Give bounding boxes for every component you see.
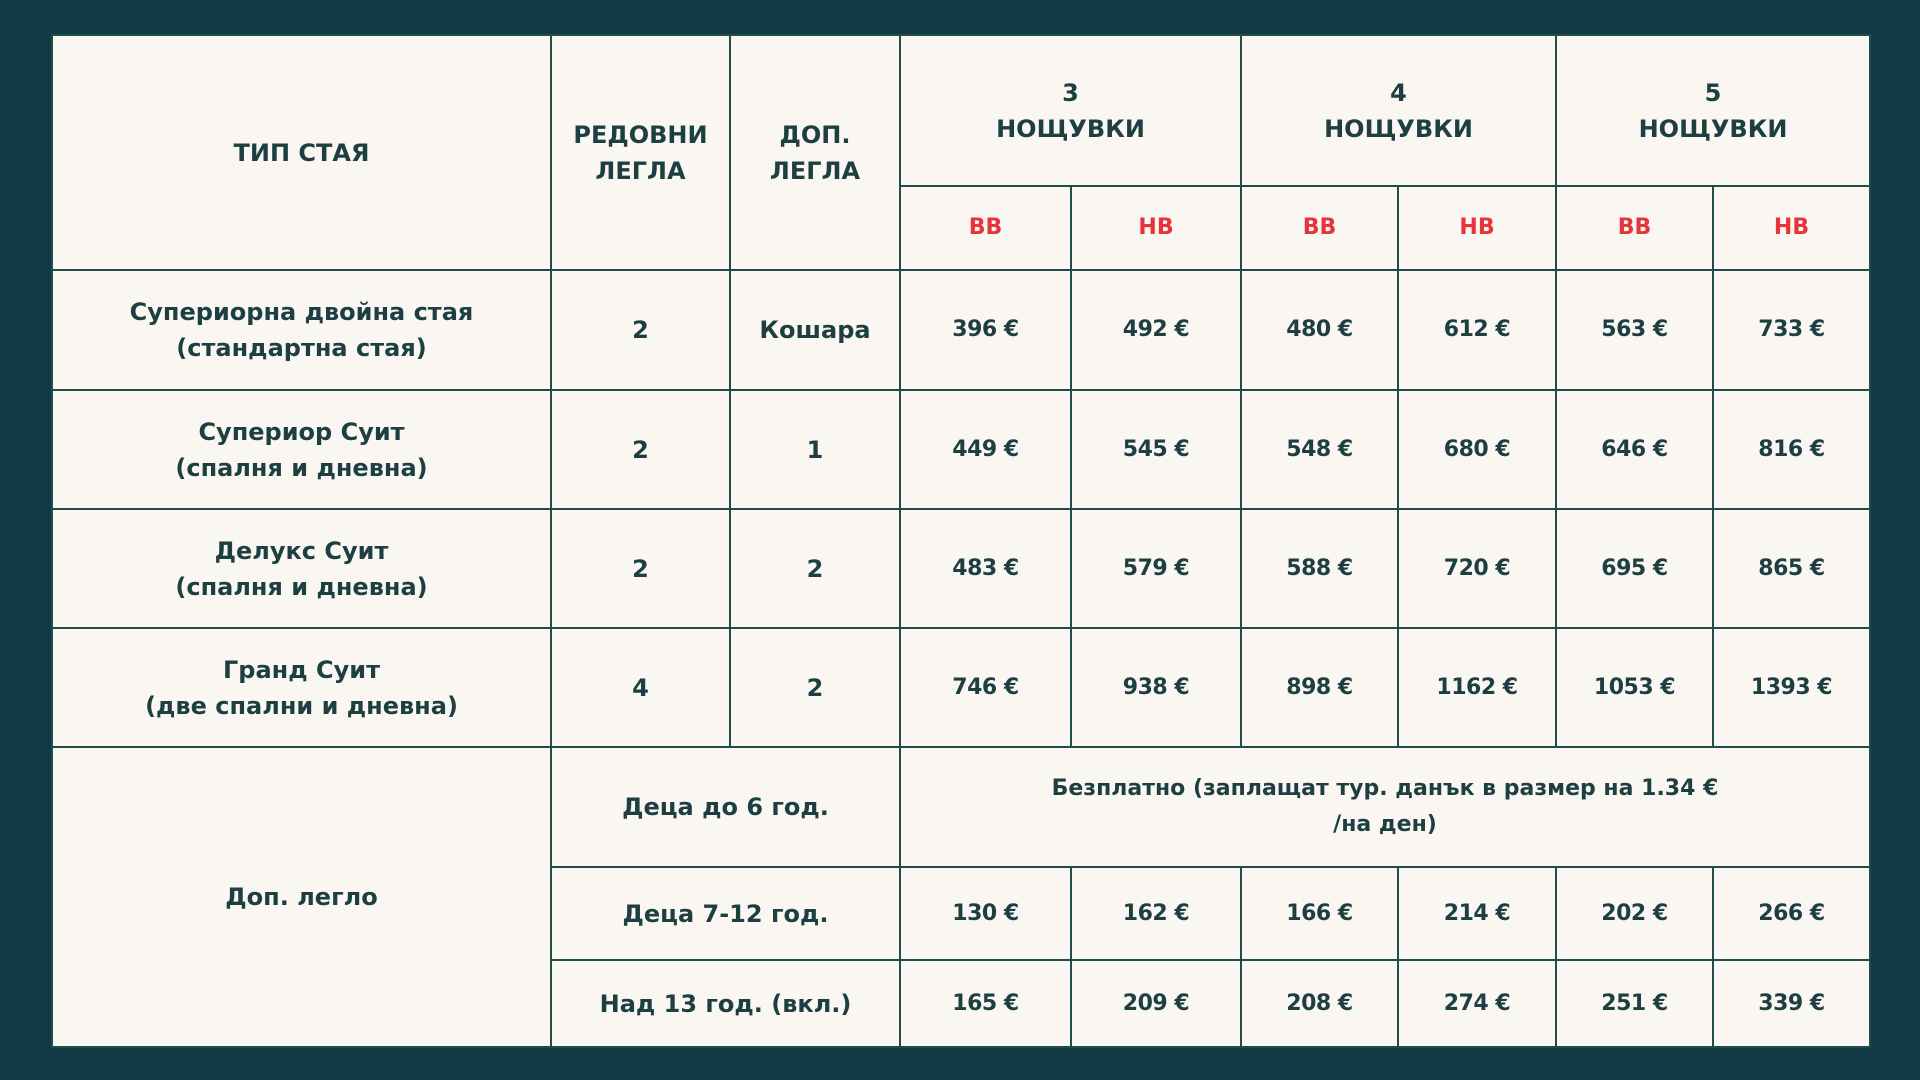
price: 865 € (1712, 508, 1871, 629)
price: 695 € (1555, 508, 1714, 629)
price: 130 € (899, 866, 1072, 961)
price: 251 € (1555, 959, 1714, 1048)
header-extra-beds-line: ДОП. (779, 120, 851, 149)
price: 746 € (899, 627, 1072, 748)
regular-beds: 2 (550, 508, 731, 629)
age-group: Деца 7-12 год. (550, 866, 901, 961)
table-row: Доп. легло Деца до 6 год. Безплатно (запла… (51, 746, 1871, 1048)
price: 1053 € (1555, 627, 1714, 748)
price: 1162 € (1397, 627, 1557, 748)
extra-beds: 2 (729, 508, 901, 629)
extra-beds: Кошара (729, 269, 901, 391)
header-nights: 4 НОЩУВКИ (1240, 34, 1557, 187)
extra-bed-label: Доп. легло (51, 746, 552, 1048)
price: 208 € (1240, 959, 1399, 1048)
price: 720 € (1397, 508, 1557, 629)
table-row: Гранд Суит (две спални и дневна) 4 2 746 €93… (51, 627, 1871, 748)
header-nights-line: НОЩУВКИ (996, 114, 1145, 143)
header-nights-line: 4 (1390, 78, 1407, 107)
header-regular-beds-line: ЛЕГЛА (595, 156, 686, 185)
header-nights-line: НОЩУВКИ (1324, 114, 1473, 143)
header-nights-line: 3 (1062, 78, 1079, 107)
room-name: Делукс Суит (спалня и дневна) (51, 508, 552, 629)
price: 816 € (1712, 389, 1871, 510)
room-name: Гранд Суит (две спални и дневна) (51, 627, 552, 748)
price: 579 € (1070, 508, 1242, 629)
price: 209 € (1070, 959, 1242, 1048)
price: 266 € (1712, 866, 1871, 961)
price: 545 € (1070, 389, 1242, 510)
room-name-line: (стандартна стая) (176, 334, 427, 362)
rate-header: НВ (1397, 185, 1557, 271)
regular-beds: 2 (550, 389, 731, 510)
regular-beds: 4 (550, 627, 731, 748)
room-name: Супериор Суит (спалня и дневна) (51, 389, 552, 510)
price: 480 € (1240, 269, 1399, 391)
header-regular-beds: РЕДОВНИ ЛЕГЛА (550, 34, 731, 271)
rate-header: НВ (1712, 185, 1871, 271)
price: 483 € (899, 508, 1072, 629)
rate-header: ВВ (1555, 185, 1714, 271)
price: 492 € (1070, 269, 1242, 391)
table-row: Супериорна двойна стая (стандартна стая) 2… (51, 269, 1871, 391)
rate-header: НВ (1070, 185, 1242, 271)
age-group: Деца до 6 год. (550, 746, 901, 868)
room-name-line: (две спални и дневна) (145, 691, 458, 720)
header-extra-beds-line: ЛЕГЛА (769, 156, 861, 185)
table-row: Делукс Суит (спалня и дневна) 2 2 483 €579 €… (51, 508, 1871, 629)
room-name-line: (спалня и дневна) (175, 453, 428, 482)
room-name-line: (спалня и дневна) (175, 572, 428, 601)
header-regular-beds-line: РЕДОВНИ (573, 120, 708, 149)
extra-beds: 1 (729, 389, 901, 510)
table-row: Деца 7-12 год. 130 €162 €166 €214 €202 €2… (52, 866, 1871, 961)
extra-beds: 2 (729, 627, 901, 748)
price: 1393 € (1712, 627, 1871, 748)
price: 449 € (899, 389, 1072, 510)
room-name-line: Супериор Суит (198, 417, 405, 446)
table-row: ТИП СТАЯ РЕДОВНИ ЛЕГЛА ДОП. ЛЕГЛА 3 НОЩУВКИ 4 НО… (51, 34, 1871, 271)
rate-header: ВВ (1240, 185, 1399, 271)
price: 162 € (1070, 866, 1242, 961)
header-room-type: ТИП СТАЯ (51, 34, 552, 271)
header-extra-beds: ДОП. ЛЕГЛА (729, 34, 901, 271)
price: 938 € (1070, 627, 1242, 748)
room-name: Супериорна двойна стая (стандартна стая) (51, 269, 552, 391)
table-body: ТИП СТАЯ РЕДОВНИ ЛЕГЛА ДОП. ЛЕГЛА 3 НОЩУВКИ 4 НО… (51, 34, 1871, 1048)
price: 563 € (1555, 269, 1714, 391)
price: 339 € (1712, 959, 1871, 1048)
price: 646 € (1555, 389, 1714, 510)
regular-beds: 2 (550, 269, 731, 391)
price: 548 € (1240, 389, 1399, 510)
room-name-line: Супериорна двойна стая (129, 298, 474, 326)
free-note: Безплатно (заплащат тур. данък в размер … (899, 746, 1871, 868)
price: 165 € (899, 959, 1072, 1048)
price: 588 € (1240, 508, 1399, 629)
price: 680 € (1397, 389, 1557, 510)
price: 612 € (1397, 269, 1557, 391)
header-nights-line: 5 (1704, 78, 1722, 107)
table-row: ВВ НВ ВВ НВ ВВ НВ (52, 185, 1871, 271)
age-group: Над 13 год. (вкл.) (550, 959, 901, 1048)
header-nights-line: НОЩУВКИ (1638, 114, 1788, 143)
room-name-line: Делукс Суит (214, 536, 389, 565)
price: 274 € (1397, 959, 1557, 1048)
room-name-line: Гранд Суит (223, 655, 380, 684)
price: 202 € (1555, 866, 1714, 961)
price: 214 € (1397, 866, 1557, 961)
table-row: Супериор Суит (спалня и дневна) 2 1 449 €545… (51, 389, 1871, 510)
rate-header: ВВ (899, 185, 1072, 271)
price: 396 € (899, 269, 1072, 391)
table-row: Над 13 год. (вкл.) 165 €209 €208 €274 €25… (52, 959, 1871, 1048)
header-nights: 5 НОЩУВКИ (1555, 34, 1871, 187)
price-table: ТИП СТАЯ РЕДОВНИ ЛЕГЛА ДОП. ЛЕГЛА 3 НОЩУВКИ 4 НО… (51, 34, 1871, 1048)
header-nights: 3 НОЩУВКИ (899, 34, 1242, 187)
price: 166 € (1240, 866, 1399, 961)
price: 733 € (1712, 269, 1871, 391)
price: 898 € (1240, 627, 1399, 748)
